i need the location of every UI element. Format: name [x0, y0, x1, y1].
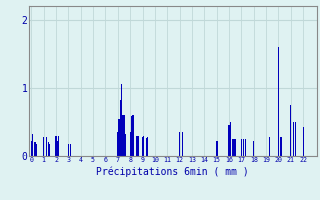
Bar — [136, 136, 137, 156]
Bar — [143, 136, 144, 156]
Bar — [295, 122, 296, 156]
Bar — [49, 144, 50, 156]
Bar — [36, 144, 37, 156]
Bar — [253, 141, 254, 156]
Bar — [244, 139, 246, 156]
Bar — [146, 138, 147, 156]
Bar — [138, 136, 140, 156]
Bar — [43, 137, 44, 156]
Bar — [35, 142, 36, 156]
Bar — [269, 137, 270, 156]
Bar — [118, 118, 120, 156]
Bar — [133, 115, 134, 156]
Bar — [181, 132, 183, 156]
Bar — [293, 122, 294, 156]
Bar — [130, 132, 131, 156]
Bar — [31, 141, 32, 156]
Bar — [179, 132, 180, 156]
Bar — [32, 134, 33, 156]
Bar — [290, 105, 292, 156]
Bar — [303, 127, 304, 156]
Bar — [57, 141, 58, 156]
Bar — [120, 100, 121, 156]
Bar — [122, 115, 123, 156]
Bar — [55, 136, 57, 156]
Bar — [125, 134, 126, 156]
Bar — [48, 142, 49, 156]
Bar — [68, 144, 69, 156]
Bar — [121, 84, 122, 156]
Bar — [280, 137, 282, 156]
Bar — [278, 47, 279, 156]
Bar — [137, 136, 138, 156]
Bar — [217, 141, 219, 156]
Bar — [45, 137, 47, 156]
X-axis label: Précipitations 6min ( mm ): Précipitations 6min ( mm ) — [96, 166, 249, 177]
Bar — [233, 139, 235, 156]
Bar — [147, 137, 148, 156]
Bar — [58, 136, 59, 156]
Bar — [117, 132, 118, 156]
Bar — [216, 141, 217, 156]
Bar — [70, 144, 71, 156]
Bar — [235, 139, 236, 156]
Bar — [228, 125, 229, 156]
Bar — [132, 115, 133, 156]
Bar — [241, 139, 242, 156]
Bar — [232, 139, 233, 156]
Bar — [230, 122, 231, 156]
Bar — [142, 137, 143, 156]
Bar — [243, 139, 244, 156]
Bar — [131, 116, 132, 156]
